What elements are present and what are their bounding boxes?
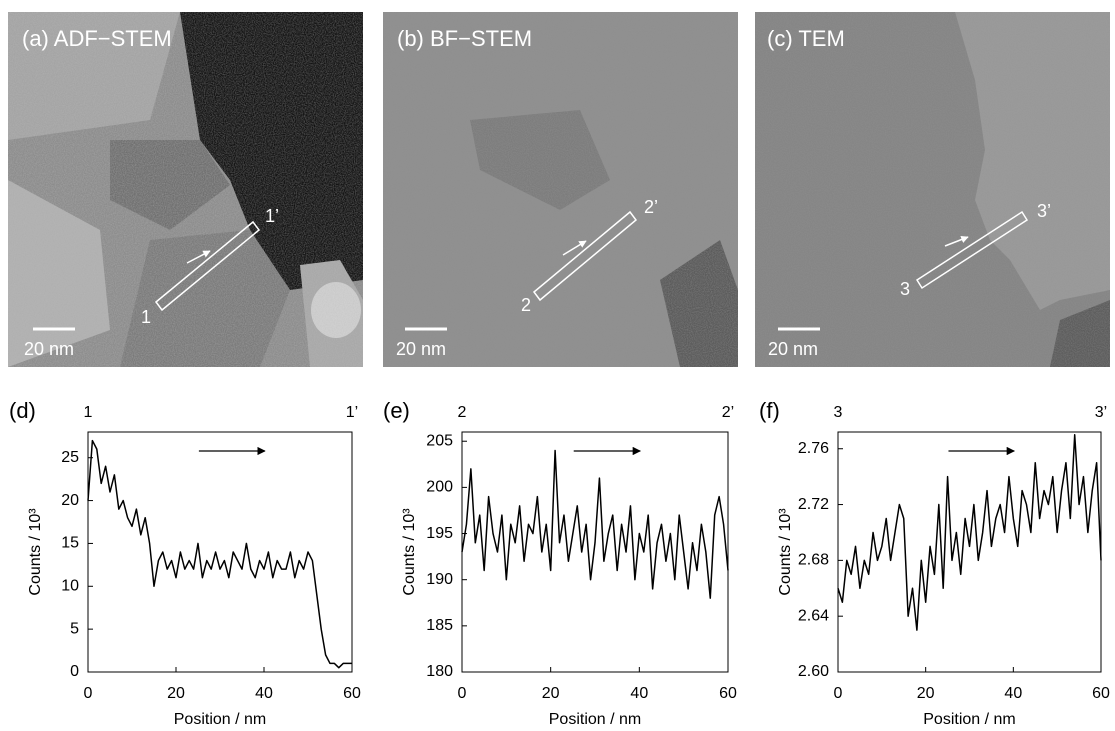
y-tick-label: 180 [426,663,453,680]
profile-start-label: 1 [84,404,93,421]
y-tick-label: 2.64 [798,607,829,624]
x-tick-label: 0 [458,685,467,702]
x-tick-label: 40 [255,685,273,702]
y-tick-label: 25 [61,449,79,466]
y-axis-label: Counts / 10³ [27,508,44,596]
y-tick-label: 10 [61,578,79,595]
image-label: (a) ADF−STEM [22,26,172,51]
panel-label: (d) [9,398,36,423]
x-tick-label: 60 [343,685,361,702]
profile-start: 2 [521,295,531,315]
data-line [461,449,729,599]
y-tick-label: 190 [426,571,453,588]
y-tick-label: 5 [70,620,79,637]
y-tick-label: 0 [70,663,79,680]
x-tick-label: 20 [917,685,935,702]
x-axis-label: Position / nm [549,711,641,728]
y-tick-label: 2.76 [798,440,829,457]
y-tick-label: 15 [61,535,79,552]
y-tick-label: 205 [426,432,453,449]
profile-end-label: 2’ [722,404,734,421]
profile-start: 3 [900,279,910,299]
micrograph-b: (b) BF−STEM 20 nm 2 2’ [383,12,738,367]
plot-frame [87,431,353,673]
y-tick-label: 185 [426,617,453,634]
profile-start-label: 3 [834,404,843,421]
data-line [87,439,352,669]
scale-bar-label: 20 nm [768,339,818,359]
x-tick-label: 0 [834,685,843,702]
micrograph-c: (c) TEM 20 nm 3 3’ [755,12,1110,367]
x-tick-label: 60 [719,685,737,702]
profile-end: 2’ [644,197,658,217]
y-axis-label: Counts / 10³ [401,508,418,596]
profile-end-label: 3’ [1095,404,1107,421]
data-line [837,434,1102,631]
x-tick-label: 60 [1092,685,1110,702]
y-tick-label: 195 [426,525,453,542]
profile-start: 1 [141,307,151,327]
x-axis-label: Position / nm [174,711,266,728]
micrograph-a: (a) ADF−STEM 20 nm 1 1’ [8,12,363,367]
profile-start-label: 2 [458,404,467,421]
panel-label: (f) [759,398,780,423]
profile-end: 3’ [1037,201,1051,221]
y-tick-label: 20 [61,492,79,509]
profile-end-label: 1’ [346,404,358,421]
y-tick-label: 200 [426,479,453,496]
y-tick-label: 2.68 [798,552,829,569]
x-tick-label: 20 [167,685,185,702]
plot-frame [461,431,729,673]
profile-end: 1’ [265,206,279,226]
y-axis-label: Counts / 10³ [777,508,794,596]
plot-frame [837,431,1102,673]
scale-bar-label: 20 nm [396,339,446,359]
image-label: (b) BF−STEM [397,26,532,51]
y-tick-label: 2.60 [798,663,829,680]
y-tick-label: 2.72 [798,496,829,513]
panel-label: (e) [383,398,410,423]
x-tick-label: 20 [542,685,560,702]
scale-bar-label: 20 nm [24,339,74,359]
x-axis-label: Position / nm [923,711,1015,728]
image-label: (c) TEM [767,26,845,51]
x-tick-label: 40 [1004,685,1022,702]
x-tick-label: 40 [630,685,648,702]
x-tick-label: 0 [84,685,93,702]
